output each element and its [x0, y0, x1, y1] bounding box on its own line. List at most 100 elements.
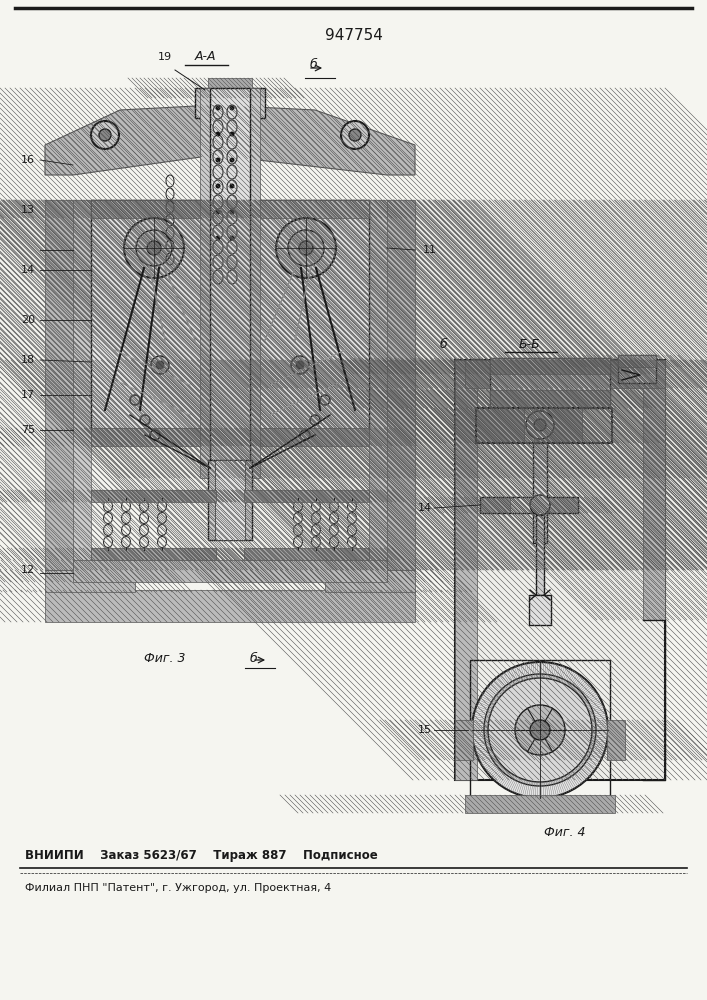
- Circle shape: [534, 419, 546, 431]
- Circle shape: [296, 361, 304, 369]
- Circle shape: [472, 662, 608, 798]
- Bar: [607, 720, 625, 760]
- Bar: [45, 570, 135, 592]
- Circle shape: [291, 356, 309, 374]
- Text: 16: 16: [21, 155, 35, 165]
- Polygon shape: [45, 105, 215, 175]
- Text: 13: 13: [21, 205, 35, 215]
- Bar: [490, 358, 610, 408]
- Circle shape: [147, 241, 161, 255]
- Bar: [91, 200, 216, 430]
- Circle shape: [230, 157, 235, 162]
- Text: 20: 20: [21, 315, 35, 325]
- Circle shape: [130, 395, 140, 405]
- Text: 19: 19: [158, 52, 172, 62]
- Text: б: б: [250, 652, 258, 664]
- Bar: [244, 548, 369, 560]
- Text: 947754: 947754: [325, 28, 383, 43]
- Circle shape: [299, 241, 313, 255]
- Text: 17: 17: [21, 390, 35, 400]
- Bar: [470, 660, 610, 798]
- Bar: [480, 497, 510, 513]
- Bar: [536, 515, 544, 595]
- Bar: [208, 460, 252, 540]
- Circle shape: [230, 131, 235, 136]
- Circle shape: [230, 235, 235, 240]
- Circle shape: [136, 230, 172, 266]
- Circle shape: [230, 210, 235, 215]
- Circle shape: [216, 157, 221, 162]
- Circle shape: [99, 129, 111, 141]
- Text: Фиг. 4: Фиг. 4: [544, 826, 586, 838]
- Bar: [490, 390, 610, 408]
- Circle shape: [288, 230, 324, 266]
- Circle shape: [300, 430, 310, 440]
- Bar: [534, 408, 582, 443]
- Circle shape: [276, 218, 336, 278]
- Bar: [643, 360, 665, 620]
- Circle shape: [151, 356, 169, 374]
- Circle shape: [230, 105, 235, 110]
- Bar: [548, 497, 578, 513]
- Circle shape: [216, 184, 221, 188]
- Text: б: б: [310, 58, 317, 72]
- Circle shape: [91, 121, 119, 149]
- Circle shape: [216, 235, 221, 240]
- Circle shape: [515, 705, 565, 755]
- Circle shape: [150, 430, 160, 440]
- Circle shape: [341, 121, 369, 149]
- Text: 14: 14: [418, 503, 432, 513]
- Bar: [244, 200, 369, 218]
- Bar: [529, 595, 551, 625]
- Bar: [91, 428, 216, 446]
- Text: 15: 15: [418, 725, 432, 735]
- Circle shape: [216, 210, 221, 215]
- Text: 18: 18: [21, 355, 35, 365]
- Circle shape: [530, 495, 550, 515]
- Text: 12: 12: [21, 565, 35, 575]
- Bar: [73, 560, 387, 582]
- Bar: [244, 200, 369, 430]
- Text: б: б: [439, 338, 447, 352]
- Text: А-А: А-А: [194, 50, 216, 64]
- Circle shape: [230, 184, 235, 188]
- Circle shape: [140, 415, 150, 425]
- Text: 11: 11: [423, 245, 437, 255]
- Bar: [490, 358, 610, 374]
- Bar: [465, 360, 665, 388]
- Bar: [200, 88, 260, 478]
- Bar: [480, 497, 578, 513]
- Bar: [387, 200, 415, 570]
- Text: 14: 14: [21, 265, 35, 275]
- Bar: [618, 355, 656, 367]
- Text: Фиг. 3: Фиг. 3: [144, 652, 186, 664]
- Bar: [455, 360, 477, 780]
- Circle shape: [484, 674, 596, 786]
- Bar: [73, 200, 91, 570]
- Text: Б-Б: Б-Б: [519, 338, 541, 352]
- Circle shape: [216, 105, 221, 110]
- Bar: [45, 590, 415, 622]
- Bar: [455, 720, 473, 760]
- Polygon shape: [215, 105, 415, 175]
- Bar: [533, 443, 547, 543]
- Bar: [369, 200, 387, 570]
- Bar: [91, 548, 216, 560]
- Bar: [91, 490, 216, 502]
- Circle shape: [349, 129, 361, 141]
- Bar: [618, 355, 656, 383]
- Bar: [215, 460, 245, 540]
- Bar: [476, 408, 524, 443]
- Bar: [91, 200, 216, 218]
- Bar: [210, 88, 250, 478]
- Bar: [476, 408, 612, 443]
- Circle shape: [156, 361, 164, 369]
- Circle shape: [530, 720, 550, 740]
- Circle shape: [124, 218, 184, 278]
- Circle shape: [526, 411, 554, 439]
- Bar: [208, 78, 252, 98]
- Circle shape: [488, 678, 592, 782]
- Bar: [244, 428, 369, 446]
- Circle shape: [310, 415, 320, 425]
- Bar: [244, 490, 369, 502]
